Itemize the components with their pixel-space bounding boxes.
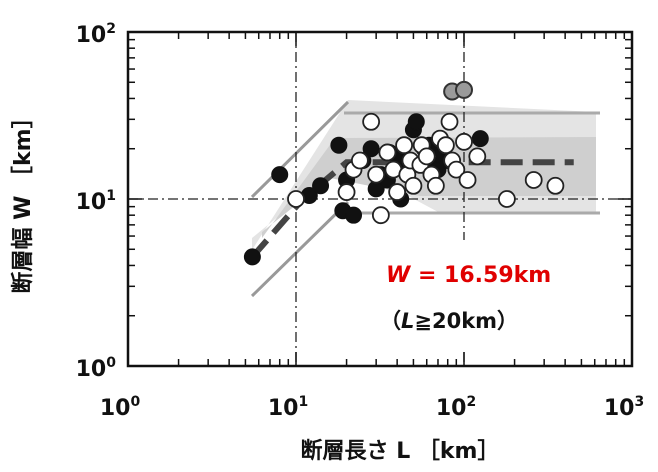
annotation-condition-rest: ≧20km） [414, 309, 518, 333]
open-point [524, 171, 543, 189]
y-tick-label: 101 [76, 188, 116, 215]
open-point [455, 132, 473, 151]
y-tick-label: 102 [76, 21, 116, 48]
x-tick-label: 103 [604, 394, 644, 421]
open-point [378, 143, 397, 162]
filled-point [330, 136, 348, 154]
y-axis-title: 断層幅 W ［km］ [10, 106, 36, 293]
open-point [440, 112, 459, 131]
open-point [426, 176, 445, 195]
open-point [388, 183, 407, 201]
open-point [546, 176, 565, 195]
band-upper-line [250, 100, 350, 199]
annotation-formula: W = 16.59km [386, 263, 551, 288]
open-point [350, 151, 369, 170]
x-tick-label: 102 [436, 394, 476, 421]
open-point [367, 165, 386, 184]
annotation-open: （ [380, 309, 401, 333]
filled-point [271, 166, 289, 184]
filled-point [407, 113, 425, 131]
open-point [404, 176, 423, 195]
annotation-condition: （L≧20km） [380, 309, 518, 333]
y-tick-label: 100 [76, 355, 117, 382]
annotation-value: = 16.59km [410, 263, 551, 288]
y-tick-labels: 100 101 102 [76, 21, 117, 382]
filled-point [362, 140, 380, 158]
gray-point [455, 80, 473, 99]
x-tick-label: 101 [268, 394, 308, 421]
open-point [436, 136, 455, 155]
open-point [362, 112, 381, 131]
open-point [458, 171, 477, 189]
open-point [468, 147, 487, 166]
filled-point [345, 206, 363, 224]
filled-point [471, 130, 489, 148]
open-point [337, 183, 356, 201]
open-point [287, 190, 305, 208]
data-points [243, 80, 565, 266]
annotation-condition-var: L [401, 309, 414, 333]
annotation-box [372, 240, 586, 352]
axis-ticks [127, 32, 632, 367]
filled-point [312, 177, 330, 195]
open-point [497, 190, 516, 208]
open-point [395, 136, 414, 155]
x-tick-label: 100 [100, 394, 141, 421]
open-point [447, 160, 466, 179]
x-axis-title: 断層長さ L ［km］ [301, 438, 500, 464]
band-lower-line [250, 200, 350, 298]
open-point [417, 147, 436, 166]
annotation-variable: W [386, 263, 412, 288]
filled-point [243, 248, 261, 266]
x-tick-labels: 100 101 102 103 [100, 394, 644, 421]
open-point [371, 206, 390, 225]
